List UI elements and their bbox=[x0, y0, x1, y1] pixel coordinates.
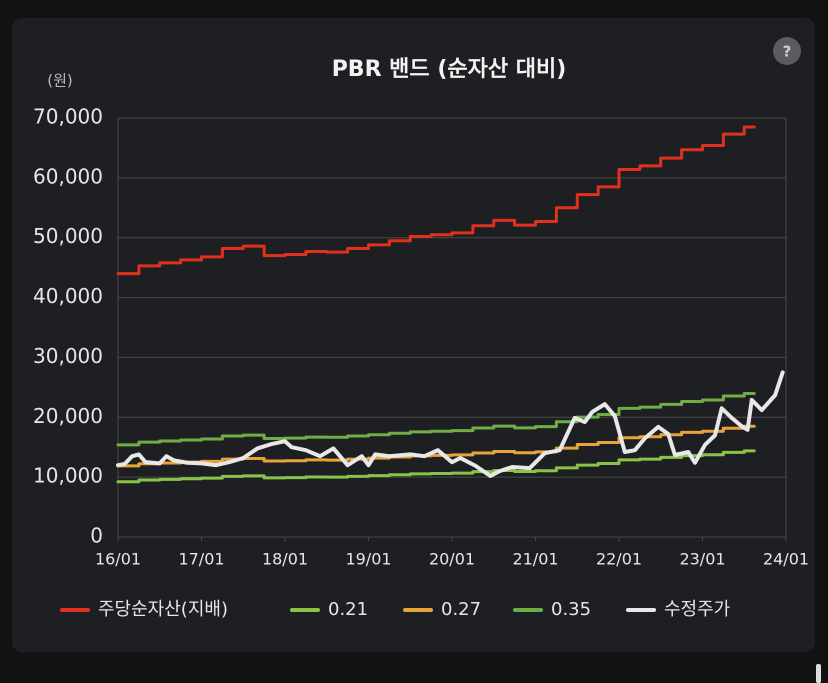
y-tick-label: 10,000 bbox=[33, 464, 103, 488]
x-tick-label: 19/01 bbox=[345, 550, 391, 569]
x-tick-label: 21/01 bbox=[512, 550, 558, 569]
series-line bbox=[116, 370, 785, 478]
series-line bbox=[116, 391, 756, 447]
y-axis-label: (원) bbox=[47, 72, 73, 90]
card bbox=[12, 18, 815, 652]
series-line bbox=[116, 449, 756, 484]
legend-label: 0.27 bbox=[441, 599, 481, 620]
x-tick-label: 18/01 bbox=[262, 550, 308, 569]
x-tick-label: 23/01 bbox=[679, 550, 725, 569]
legend-label: 수정주가 bbox=[664, 599, 730, 620]
x-tick-label: 17/01 bbox=[178, 550, 224, 569]
legend-label: 주당순자산(지배) bbox=[98, 599, 228, 620]
y-tick-label: 20,000 bbox=[33, 404, 103, 428]
scrollbar[interactable] bbox=[816, 664, 821, 683]
y-tick-label: 70,000 bbox=[33, 105, 103, 129]
legend-label: 0.21 bbox=[328, 599, 368, 620]
y-tick-label: 50,000 bbox=[33, 224, 103, 248]
help-icon[interactable]: ? bbox=[783, 43, 792, 61]
x-tick-label: 16/01 bbox=[95, 550, 141, 569]
chart-title: PBR 밴드 (순자산 대비) bbox=[332, 57, 567, 82]
legend-label: 0.35 bbox=[551, 599, 591, 620]
help-button[interactable] bbox=[773, 37, 801, 65]
y-tick-label: 40,000 bbox=[33, 284, 103, 308]
x-tick-label: 20/01 bbox=[429, 550, 475, 569]
x-tick-label: 24/01 bbox=[763, 550, 809, 569]
y-tick-label: 0 bbox=[90, 524, 103, 548]
y-tick-label: 60,000 bbox=[33, 164, 103, 188]
y-tick-label: 30,000 bbox=[33, 344, 103, 368]
x-tick-label: 22/01 bbox=[596, 550, 642, 569]
series-line bbox=[116, 125, 756, 276]
